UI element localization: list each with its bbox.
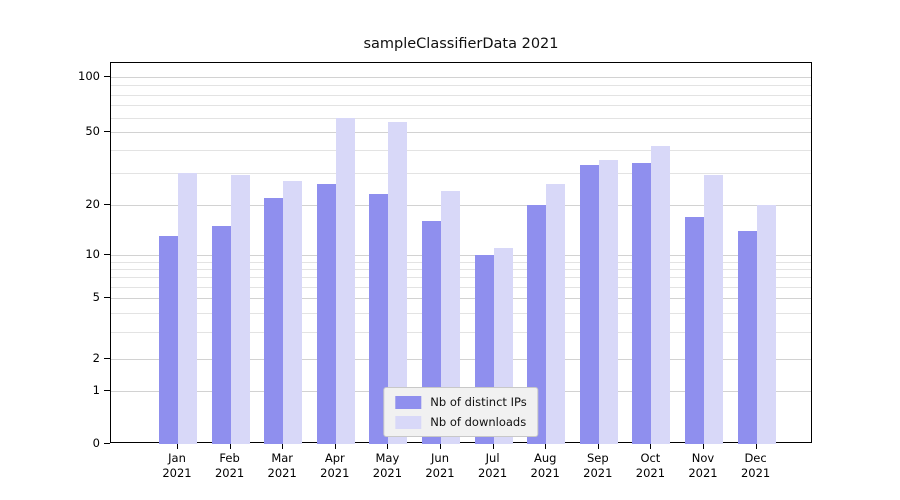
gridline-50 bbox=[111, 132, 811, 133]
x-tick-label-sep: Sep 2021 bbox=[583, 451, 613, 480]
x-tick-mark-oct bbox=[650, 444, 652, 449]
x-tick-mark-apr bbox=[334, 444, 336, 449]
bar-may-distinct-ips bbox=[369, 194, 389, 444]
y-tick-mark-0 bbox=[104, 443, 110, 444]
bar-nov-distinct-ips bbox=[685, 216, 704, 444]
chart-title: sampleClassifierData 2021 bbox=[363, 36, 559, 52]
bar-sep-distinct-ips bbox=[579, 165, 599, 444]
bar-sep-downloads bbox=[598, 160, 618, 444]
y-tick-label-20: 20 bbox=[85, 197, 100, 212]
y-tick-mark-10 bbox=[104, 254, 110, 255]
y-tick-mark-2 bbox=[104, 358, 110, 359]
gridline-20 bbox=[111, 205, 811, 207]
bar-may-downloads bbox=[388, 121, 408, 444]
gridline-4 bbox=[111, 312, 811, 314]
x-tick-label-jul: Jul 2021 bbox=[477, 451, 508, 480]
x-tick-mark-aug bbox=[545, 444, 547, 449]
gridline-6 bbox=[111, 286, 811, 288]
gridline-7 bbox=[111, 277, 811, 279]
gridline-40 bbox=[111, 149, 811, 151]
bar-aug-distinct-ips bbox=[527, 205, 547, 444]
gridline-80 bbox=[111, 94, 811, 96]
x-tick-mark-feb bbox=[229, 444, 231, 449]
gridline-100 bbox=[111, 77, 811, 79]
gridline-5 bbox=[111, 298, 811, 300]
x-tick-mark-jan bbox=[177, 444, 178, 449]
legend-label-distinct-ips: Nb of distinct IPs bbox=[430, 395, 527, 409]
x-tick-label-jan: Jan 2021 bbox=[162, 451, 192, 480]
gridline-3 bbox=[111, 332, 811, 334]
x-tick-mark-sep bbox=[597, 444, 599, 449]
bar-nov-downloads bbox=[704, 175, 723, 444]
x-tick-mark-nov bbox=[703, 444, 704, 449]
y-tick-label-5: 5 bbox=[92, 290, 100, 305]
gridline-10 bbox=[111, 255, 811, 256]
x-tick-mark-jul bbox=[492, 444, 494, 449]
gridline-70 bbox=[111, 105, 811, 107]
x-tick-label-dec: Dec 2021 bbox=[740, 451, 771, 480]
y-tick-mark-5 bbox=[104, 297, 110, 299]
x-tick-label-feb: Feb 2021 bbox=[214, 451, 245, 480]
bar-jan-downloads bbox=[178, 172, 197, 444]
bar-feb-downloads bbox=[230, 175, 250, 444]
gridline-9 bbox=[111, 261, 811, 263]
y-tick-label-1: 1 bbox=[92, 383, 100, 397]
legend-item-distinct-ips: Nb of distinct IPs bbox=[395, 395, 527, 409]
x-tick-label-nov: Nov 2021 bbox=[688, 451, 718, 480]
y-tick-label-100: 100 bbox=[78, 69, 100, 84]
bar-feb-distinct-ips bbox=[211, 225, 231, 444]
x-tick-mark-jun bbox=[440, 444, 441, 449]
bar-oct-distinct-ips bbox=[632, 162, 652, 444]
gridline-2 bbox=[111, 359, 811, 360]
gridline-90 bbox=[111, 85, 811, 87]
x-tick-label-may: May 2021 bbox=[372, 451, 403, 480]
y-tick-label-10: 10 bbox=[85, 247, 100, 261]
legend-item-downloads: Nb of downloads bbox=[395, 415, 526, 429]
x-tick-label-aug: Aug 2021 bbox=[530, 451, 560, 480]
y-tick-mark-1 bbox=[104, 390, 110, 391]
x-tick-mark-may bbox=[387, 444, 389, 449]
x-tick-mark-dec bbox=[755, 444, 757, 449]
x-tick-label-mar: Mar 2021 bbox=[267, 451, 297, 480]
y-tick-mark-20 bbox=[104, 204, 110, 206]
legend: Nb of distinct IPs Nb of downloads bbox=[383, 387, 539, 437]
x-tick-label-apr: Apr 2021 bbox=[320, 451, 350, 480]
bar-jun-downloads bbox=[441, 190, 460, 444]
legend-swatch-downloads bbox=[395, 415, 422, 429]
y-tick-mark-50 bbox=[104, 131, 110, 132]
bar-dec-downloads bbox=[756, 205, 776, 444]
bar-aug-downloads bbox=[546, 184, 566, 444]
bar-apr-distinct-ips bbox=[316, 184, 336, 444]
bar-oct-downloads bbox=[651, 145, 671, 444]
gridline-60 bbox=[111, 117, 811, 119]
bar-apr-downloads bbox=[335, 117, 355, 444]
legend-swatch-distinct-ips bbox=[395, 395, 422, 409]
gridline-8 bbox=[111, 268, 811, 270]
bar-jan-distinct-ips bbox=[159, 236, 178, 444]
y-tick-label-0: 0 bbox=[92, 436, 100, 450]
bar-mar-downloads bbox=[283, 181, 303, 444]
plot-area: Nb of distinct IPs Nb of downloads bbox=[110, 62, 812, 444]
legend-label-downloads: Nb of downloads bbox=[430, 415, 527, 429]
bar-dec-distinct-ips bbox=[737, 230, 757, 444]
x-tick-label-oct: Oct 2021 bbox=[635, 451, 666, 480]
y-tick-label-2: 2 bbox=[92, 351, 100, 365]
x-tick-mark-mar bbox=[282, 444, 284, 449]
y-tick-mark-100 bbox=[104, 76, 110, 78]
gridline-30 bbox=[111, 172, 811, 174]
bar-mar-distinct-ips bbox=[264, 197, 284, 444]
y-tick-label-50: 50 bbox=[85, 124, 100, 138]
x-tick-label-jun: Jun 2021 bbox=[425, 451, 455, 480]
